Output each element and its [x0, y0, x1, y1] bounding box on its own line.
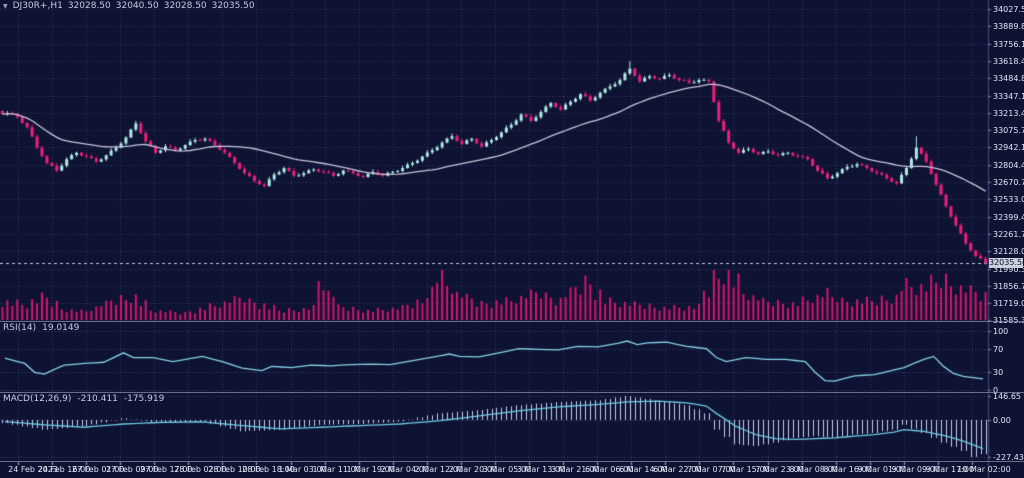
- macd-indicator-label: MACD(12,26,9) -210.411 -175.919: [3, 394, 164, 404]
- time-tick-label: 3 Mar 13:00: [516, 465, 566, 474]
- time-tick-label: 6 Mar 22:00: [653, 465, 702, 474]
- price-tick-label: 31585.35: [993, 316, 1024, 326]
- price-tick-label: 34027.50: [993, 5, 1024, 14]
- macd-tick-label: -227.434: [993, 452, 1024, 462]
- macd-tick-label: 0.00: [993, 415, 1011, 425]
- time-tick-label: 8 Mar 08:00: [789, 465, 838, 474]
- time-tick-label: 1 Mar 11:00: [312, 465, 361, 474]
- price-tick-label: 33618.45: [993, 56, 1024, 66]
- rsi-tick-label: 30: [993, 368, 1004, 378]
- time-tick-label: 8 Mar 16:00: [823, 465, 872, 474]
- panel-separator-rsi-macd[interactable]: [0, 392, 1024, 393]
- time-tick-label: 2 Mar 20:00: [448, 465, 498, 474]
- price-tick-label: 33756.15: [993, 39, 1024, 49]
- time-tick-label: 2 Mar 12:00: [414, 465, 463, 474]
- rsi-name: RSI(14): [3, 323, 37, 333]
- time-tick-label: 24 Feb 2023: [8, 465, 58, 474]
- time-tick-label: 9 Mar 09:00: [891, 465, 940, 474]
- price-tick-label: 32804.40: [993, 160, 1024, 170]
- time-tick-label: 9 Mar 01:00: [857, 465, 906, 474]
- time-tick-label: 7 Mar 07:00: [687, 465, 736, 474]
- price-tick-label: 33075.75: [993, 126, 1024, 136]
- panel-separator-macd-time[interactable]: [0, 461, 1024, 462]
- price-tick-label: 32670.75: [993, 178, 1024, 187]
- time-tick-label: 3 Mar 05:00: [482, 465, 532, 474]
- price-tick-label: 31856.70: [993, 281, 1024, 291]
- time-tick-label: 27 Feb 17:00: [140, 465, 193, 474]
- time-tick-label: 3 Mar 21:00: [550, 465, 600, 474]
- rsi-indicator-label: RSI(14) 19.0149: [3, 323, 79, 333]
- price-tick-label: 31990.35: [993, 264, 1024, 274]
- current-price-badge: 32035.50: [989, 258, 1024, 268]
- price-tick-label: 32533.05: [993, 195, 1024, 205]
- ohlc-close: 32035.50: [211, 1, 255, 11]
- symbol-period-label: DJ30R+,H1: [12, 1, 63, 11]
- time-tick-label: 9 Mar 17:00: [925, 465, 975, 474]
- price-tick-label: 33484.80: [993, 74, 1024, 84]
- time-tick-label: 1 Mar 19:00: [346, 465, 395, 474]
- price-tick-label: 32261.70: [993, 229, 1024, 239]
- macd-signal-value: -175.919: [123, 394, 165, 404]
- object-marker-icon: ▼: [3, 2, 8, 10]
- time-tick-label: 7 Mar 15:00: [721, 465, 770, 474]
- time-tick-label: 28 Feb 10:00: [208, 465, 261, 474]
- time-tick-label: 6 Mar 06:00: [585, 465, 634, 474]
- macd-tick-label: 146.65: [993, 392, 1021, 401]
- time-tick-label: 28 Feb 02:00: [174, 465, 227, 474]
- price-tick-label: 33347.10: [993, 91, 1024, 101]
- macd-value: -210.411: [77, 394, 118, 404]
- macd-name: MACD(12,26,9): [3, 394, 72, 404]
- price-tick-label: 32399.40: [993, 212, 1024, 222]
- time-tick-label: 1 Mar 03:00: [278, 465, 327, 474]
- time-tick-label: 2 Mar 04:00: [380, 465, 429, 474]
- time-tick-label: 7 Mar 23:00: [755, 465, 804, 474]
- rsi-tick-label: 100: [993, 327, 1009, 336]
- ohlc-low: 32028.50: [163, 1, 207, 11]
- time-axis[interactable]: 24 Feb 2023 24 Feb 16:00 27 Feb 01:00 27 Fe…: [0, 462, 1024, 478]
- price-tick-label: 32128.05: [993, 247, 1024, 257]
- price-tick-label: 33213.45: [993, 108, 1024, 118]
- price-tick-label: 32942.10: [993, 143, 1024, 153]
- rsi-tick-label: 70: [993, 344, 1004, 354]
- time-tick-label: 27 Feb 01:00: [71, 465, 125, 474]
- time-tick-label: 28 Feb 18:00: [242, 465, 295, 474]
- time-tick-label: 6 Mar 14:00: [619, 465, 668, 474]
- time-tick-label: 10 Mar 02:00: [957, 465, 1011, 474]
- ohlc-open: 32028.50: [67, 1, 111, 11]
- price-tick-label: 33889.80: [993, 22, 1024, 32]
- chart-title: ▼ DJ30R+,H1 32028.50 32040.50 32028.50 3…: [3, 1, 255, 11]
- time-tick-label: 24 Feb 16:00: [37, 465, 91, 474]
- panel-separator-main-rsi[interactable]: [0, 321, 1024, 322]
- rsi-value: 19.0149: [42, 323, 80, 333]
- ohlc-high: 32040.50: [115, 1, 159, 11]
- price-tick-label: 31719.00: [993, 299, 1024, 309]
- rsi-tick-label: 0: [993, 386, 999, 395]
- price-axis[interactable]: 34027.50 33889.80 33756.15 33618.45 33484.80…: [988, 0, 1024, 462]
- time-tick-label: 27 Feb 09:00: [105, 465, 159, 474]
